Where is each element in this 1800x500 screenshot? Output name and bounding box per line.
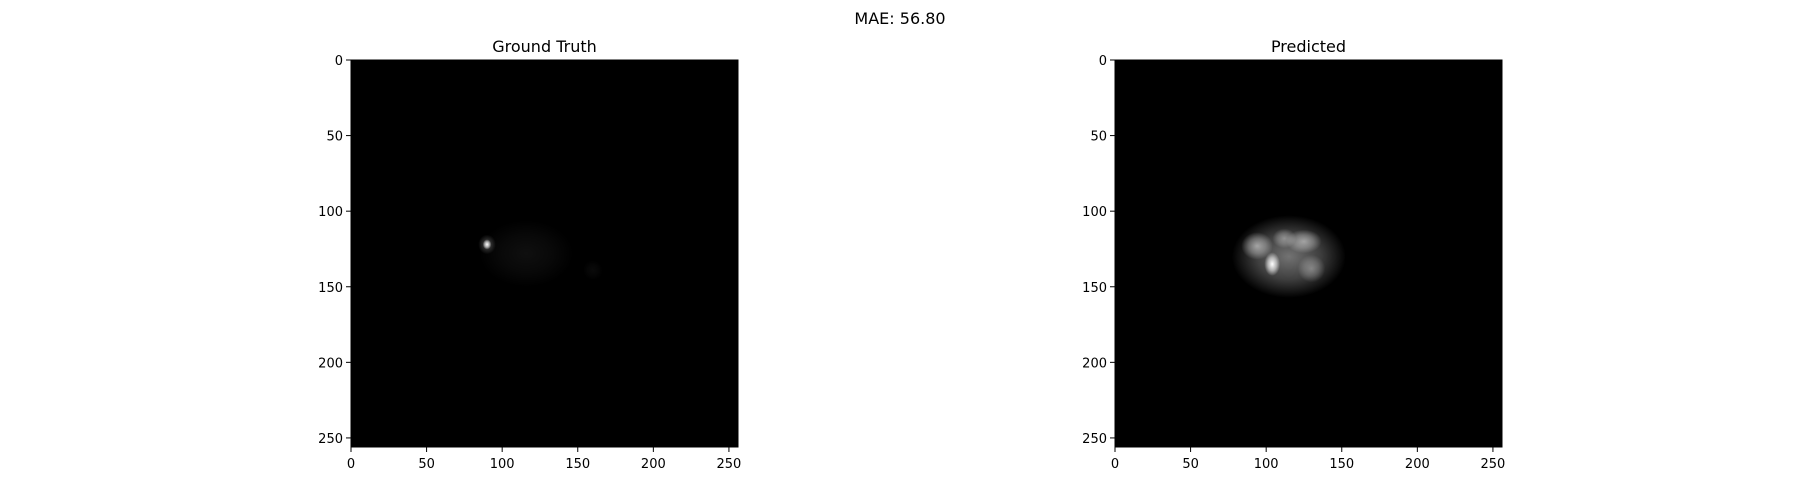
y-tick-label: 150 (318, 281, 343, 296)
intensity-blob (1297, 254, 1326, 283)
axes-frame (350, 59, 739, 448)
panel-2: Predicted 0 50 100 150 200 250 0 50 100 150 200 250 (1082, 37, 1505, 472)
image-content (1231, 215, 1346, 298)
x-tick-label: 200 (641, 457, 666, 472)
intensity-blob (1264, 252, 1281, 276)
panel-1: Ground Truth 0 50 100 150 200 250 0 50 100 150 200 2… (318, 37, 741, 472)
x-tick-label: 0 (347, 457, 355, 472)
x-tick-label: 100 (1254, 457, 1279, 472)
intensity-blob (1272, 228, 1297, 249)
axes-frame (1114, 59, 1503, 448)
x-tick-label: 150 (1329, 457, 1354, 472)
panel-title: Ground Truth (492, 37, 597, 56)
y-tick-label: 50 (1090, 130, 1107, 145)
x-tick-label: 200 (1405, 457, 1430, 472)
x-tick-label: 0 (1111, 457, 1119, 472)
x-tick-label: 50 (418, 457, 435, 472)
x-tick-label: 50 (1182, 457, 1199, 472)
intensity-blob (1241, 232, 1273, 260)
y-tick-label: 0 (1099, 54, 1107, 69)
y-tick-label: 250 (318, 432, 343, 447)
x-tick-label: 100 (490, 457, 515, 472)
y-tick-label: 100 (318, 205, 343, 220)
intensity-blob (583, 260, 603, 280)
x-tick-label: 250 (717, 457, 742, 472)
y-tick-label: 250 (1082, 432, 1107, 447)
y-tick-label: 100 (1082, 205, 1107, 220)
image-content (478, 220, 603, 287)
x-tick-label: 250 (1481, 457, 1506, 472)
x-tick-label: 150 (565, 457, 590, 472)
y-tick-label: 150 (1082, 281, 1107, 296)
figure-suptitle: MAE: 56.80 (854, 9, 945, 28)
panel-title: Predicted (1271, 37, 1346, 56)
y-tick-label: 50 (326, 130, 343, 145)
panels: Ground Truth 0 50 100 150 200 250 0 50 100 150 200 2… (318, 37, 1505, 472)
y-tick-label: 200 (1082, 356, 1107, 371)
intensity-blob (479, 220, 574, 287)
y-tick-label: 0 (335, 54, 343, 69)
y-tick-label: 200 (318, 356, 343, 371)
